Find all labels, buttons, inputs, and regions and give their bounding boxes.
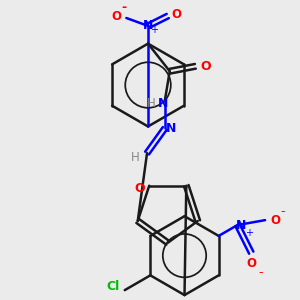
- Text: H: H: [131, 151, 140, 164]
- Text: O: O: [270, 214, 280, 226]
- Text: +: +: [150, 25, 158, 35]
- Text: O: O: [246, 257, 256, 270]
- Text: -: -: [258, 266, 262, 279]
- Text: H: H: [147, 97, 155, 110]
- Text: O: O: [134, 182, 145, 195]
- Text: N: N: [158, 97, 168, 110]
- Text: Cl: Cl: [106, 280, 119, 293]
- Text: +: +: [245, 228, 253, 238]
- Text: O: O: [200, 60, 211, 73]
- Text: N: N: [166, 122, 176, 135]
- Text: O: O: [172, 8, 182, 21]
- Text: O: O: [112, 10, 122, 22]
- Text: -: -: [280, 205, 285, 218]
- Text: N: N: [143, 20, 153, 32]
- Text: N: N: [236, 219, 247, 232]
- Text: -: -: [122, 1, 127, 13]
